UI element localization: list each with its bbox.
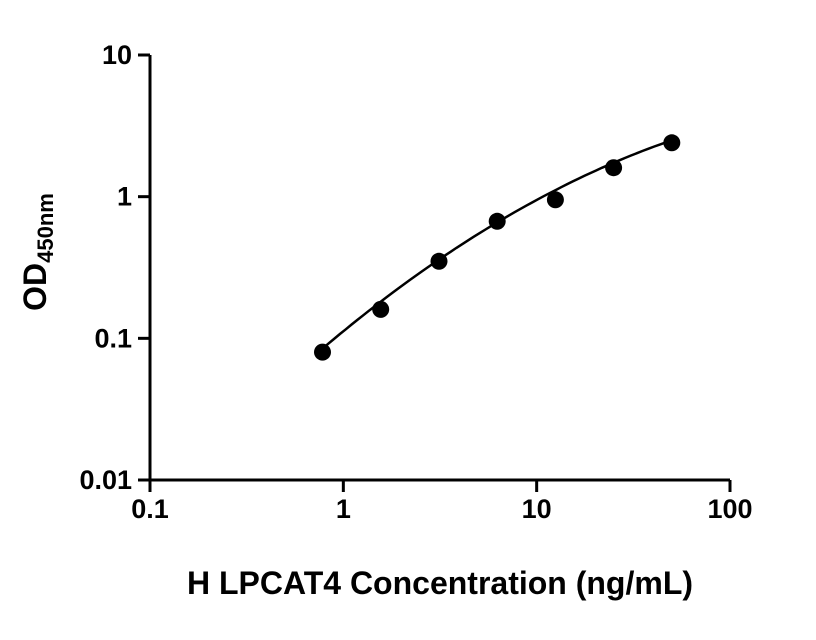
y-axis-title-main: OD <box>17 263 53 311</box>
data-layer <box>314 134 681 361</box>
data-point <box>372 300 390 318</box>
x-tick-label: 0.1 <box>131 494 169 524</box>
data-point <box>488 212 506 230</box>
y-tick-label: 0.01 <box>79 465 132 495</box>
x-axis-title: H LPCAT4 Concentration (ng/mL) <box>187 565 693 601</box>
data-point <box>430 252 448 270</box>
data-point <box>605 159 623 177</box>
y-tick-label: 1 <box>117 182 132 212</box>
y-tick-label: 0.1 <box>94 323 132 353</box>
y-tick-label: 10 <box>102 40 132 70</box>
x-tick-label: 10 <box>522 494 552 524</box>
data-point <box>314 343 331 361</box>
y-axis-title: OD450nm <box>17 193 58 311</box>
y-axis-title-sub: 450nm <box>33 193 58 263</box>
data-point <box>663 134 681 152</box>
x-tick-label: 1 <box>336 494 351 524</box>
x-tick-label: 100 <box>707 494 752 524</box>
data-point <box>546 191 564 209</box>
